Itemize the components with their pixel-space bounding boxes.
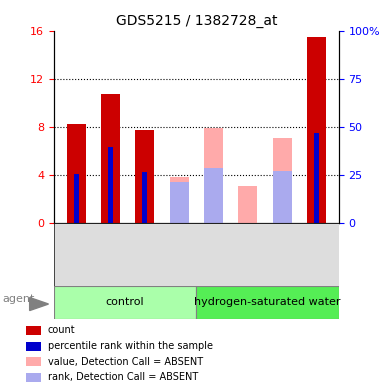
Text: GSM647253: GSM647253 xyxy=(311,227,321,286)
Text: hydrogen-saturated water: hydrogen-saturated water xyxy=(194,297,341,308)
Text: count: count xyxy=(48,326,75,336)
Text: GSM647250: GSM647250 xyxy=(209,227,219,286)
Polygon shape xyxy=(30,298,49,311)
Text: percentile rank within the sample: percentile rank within the sample xyxy=(48,341,213,351)
Bar xyxy=(54,286,196,319)
Bar xyxy=(238,185,257,223)
Bar xyxy=(273,171,291,223)
Bar xyxy=(170,182,189,223)
Bar xyxy=(108,147,113,223)
Bar xyxy=(26,373,40,382)
Bar xyxy=(26,357,40,366)
Bar xyxy=(67,124,86,223)
Text: agent: agent xyxy=(3,294,35,304)
Bar xyxy=(307,37,326,223)
Title: GDS5215 / 1382728_at: GDS5215 / 1382728_at xyxy=(116,14,277,28)
Bar xyxy=(26,342,40,351)
Bar xyxy=(196,286,339,319)
Text: rank, Detection Call = ABSENT: rank, Detection Call = ABSENT xyxy=(48,372,198,382)
Bar xyxy=(142,172,147,223)
Text: value, Detection Call = ABSENT: value, Detection Call = ABSENT xyxy=(48,357,203,367)
Text: GSM647251: GSM647251 xyxy=(243,227,253,286)
Bar xyxy=(101,94,120,223)
Bar xyxy=(204,167,223,223)
Bar xyxy=(314,133,319,223)
Bar xyxy=(273,137,291,223)
Bar xyxy=(74,174,79,223)
Bar xyxy=(26,326,40,335)
Text: GSM647246: GSM647246 xyxy=(71,227,81,286)
Bar xyxy=(136,130,154,223)
Text: GSM647247: GSM647247 xyxy=(105,227,116,286)
Text: GSM647252: GSM647252 xyxy=(277,227,287,286)
Bar xyxy=(170,177,189,223)
Bar xyxy=(204,128,223,223)
Text: GSM647249: GSM647249 xyxy=(174,227,184,286)
Text: GSM647248: GSM647248 xyxy=(140,227,150,286)
Text: control: control xyxy=(106,297,144,308)
